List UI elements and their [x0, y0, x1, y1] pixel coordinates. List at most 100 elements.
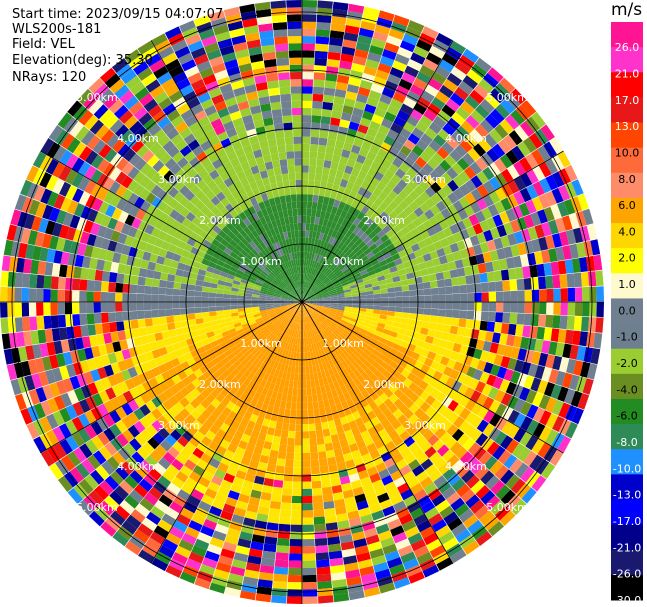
radar-gate: [393, 388, 404, 399]
radar-gate: [357, 124, 369, 134]
radar-gate: [277, 538, 290, 547]
radar-gate: [270, 493, 282, 503]
radar-gate: [80, 267, 89, 280]
radar-gate: [413, 513, 428, 526]
radar-gate: [279, 437, 288, 445]
radar-gate: [373, 305, 381, 311]
radar-gate: [393, 195, 404, 206]
radar-gate: [331, 110, 342, 120]
radar-gate: [344, 327, 352, 334]
radar-gate: [341, 218, 349, 228]
radar-gate: [343, 555, 358, 565]
radar-gate: [344, 296, 353, 300]
radar-gate: [470, 188, 483, 201]
radar-gate: [470, 175, 483, 189]
radar-gate: [305, 323, 308, 331]
radar-gate: [317, 255, 323, 263]
radar-gate: [173, 282, 182, 290]
radar-gate: [86, 291, 94, 302]
radar-gate: [393, 316, 402, 323]
radar-gate: [108, 312, 117, 323]
radar-gate: [480, 490, 496, 505]
radar-gate: [324, 152, 334, 162]
radar-gate: [304, 344, 308, 353]
radar-gate: [299, 309, 301, 317]
radar-gate: [420, 133, 433, 146]
radar-gate: [342, 142, 353, 152]
radar-gate: [375, 271, 384, 278]
radar-gate: [532, 165, 546, 181]
radar-gate: [459, 407, 471, 420]
radar-gate: [293, 351, 297, 360]
radar-gate: [494, 124, 509, 139]
radar-gate: [287, 365, 292, 373]
radar-gate: [271, 7, 287, 16]
radar-gate: [418, 262, 427, 271]
radar-gate: [322, 276, 329, 283]
radar-gate: [355, 463, 367, 473]
radar-gate: [354, 275, 363, 282]
radar-gate: [328, 463, 338, 473]
radar-gate: [545, 275, 554, 289]
radar-gate: [374, 356, 384, 366]
radar-gate: [386, 352, 396, 361]
radar-gate: [416, 302, 425, 309]
radar-gate: [572, 330, 581, 346]
radar-gate: [563, 198, 576, 215]
radar-gate: [516, 483, 532, 499]
radar-gate: [282, 488, 293, 496]
radar-gate: [208, 457, 221, 469]
radar-gate: [397, 482, 410, 494]
radar-gate: [466, 284, 475, 293]
radar-gate: [280, 93, 291, 102]
radar-gate: [323, 94, 335, 104]
radar-gate: [476, 197, 488, 211]
radar-gate: [528, 132, 543, 149]
radar-gate: [244, 473, 256, 483]
radar-gate: [272, 116, 283, 125]
radar-gate: [188, 471, 202, 483]
radar-gate: [178, 539, 194, 552]
radar-gate: [377, 428, 389, 439]
radar-gate: [264, 536, 278, 546]
radar-gate: [349, 317, 357, 323]
radar-gate: [545, 397, 558, 413]
radar-gate: [582, 208, 594, 226]
radar-gate: [424, 295, 432, 302]
radar-gate: [366, 302, 374, 306]
radar-gate: [379, 383, 389, 393]
radar-gate: [334, 284, 343, 289]
radar-gate: [370, 416, 381, 427]
radar-gate: [349, 371, 357, 381]
radar-gate: [453, 403, 465, 416]
radar-gate: [516, 313, 525, 325]
radar-gate: [387, 220, 397, 230]
radar-gate: [495, 103, 510, 119]
radar-gate: [522, 325, 531, 338]
radar-gate: [237, 302, 245, 306]
radar-gate: [438, 59, 455, 73]
radar-gate: [329, 470, 340, 480]
radar-gate: [392, 275, 401, 283]
radar-gate: [499, 77, 516, 94]
radar-gate: [345, 366, 353, 375]
radar-gate: [442, 52, 459, 67]
radar-gate: [302, 345, 305, 353]
radar-gate: [362, 276, 371, 282]
radar-gate: [304, 288, 308, 296]
radar-gate: [387, 261, 396, 269]
radar-gate: [422, 314, 431, 322]
radar-gate: [335, 259, 343, 267]
radar-gate: [348, 380, 357, 390]
radar-gate: [384, 152, 396, 164]
radar-gate: [340, 253, 348, 262]
radar-gate: [335, 327, 343, 334]
radar-gate: [255, 438, 265, 448]
radar-gate: [511, 145, 525, 161]
radar-gate: [562, 245, 572, 260]
radar-gate: [330, 350, 338, 358]
radar-gate: [319, 313, 327, 319]
radar-gate: [480, 311, 489, 322]
radar-gate: [281, 108, 292, 117]
radar-gate: [296, 315, 299, 324]
